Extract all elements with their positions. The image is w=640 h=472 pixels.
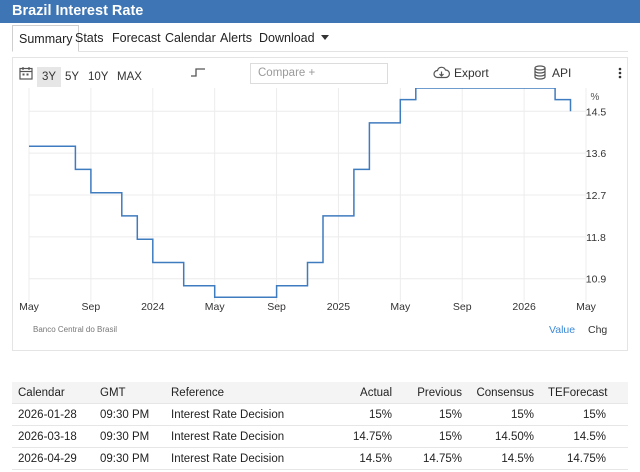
x-tick-label: 2024: [141, 301, 165, 313]
x-tick-label: 2026: [512, 301, 536, 313]
header-calendar: Calendar: [18, 387, 65, 399]
header-reference: Reference: [171, 387, 225, 399]
row-consensus: 15%: [510, 409, 534, 421]
table-row: 2026-03-18 09:30 PM Interest Rate Decisi…: [12, 426, 628, 448]
table-row: 2026-04-29 09:30 PM Interest Rate Decisi…: [12, 448, 628, 470]
y-tick-label: 10.9: [586, 274, 607, 286]
chart-panel: 3Y 5Y 10Y MAX Compare + Export API % 10.…: [12, 57, 628, 351]
y-tick-label: 12.7: [586, 190, 607, 202]
database-icon[interactable]: [534, 65, 546, 83]
step-chart-icon[interactable]: [190, 66, 206, 81]
range-3y-button[interactable]: 3Y: [37, 67, 62, 87]
tab-download-label: Download: [259, 31, 315, 45]
chevron-down-icon: [320, 35, 329, 41]
header-consensus: Consensus: [476, 387, 534, 399]
export-button[interactable]: Export: [454, 66, 489, 80]
row-actual: 15%: [368, 409, 392, 421]
header-previous: Previous: [417, 387, 462, 399]
y-tick-label: 11.8: [586, 232, 606, 244]
api-button[interactable]: API: [552, 66, 572, 80]
row-teforecast: 15%: [582, 409, 606, 421]
header-teforecast: TEForecast: [548, 387, 608, 399]
value-toggle[interactable]: Value: [549, 324, 575, 336]
x-tick-label: May: [19, 301, 40, 313]
row-actual: 14.75%: [352, 431, 392, 443]
y-tick-label: 13.6: [586, 148, 607, 160]
row-reference[interactable]: Interest Rate Decision: [171, 431, 285, 443]
header-actual: Actual: [360, 387, 392, 399]
x-tick-label: Sep: [453, 301, 472, 313]
chg-toggle[interactable]: Chg: [588, 324, 607, 336]
tab-summary[interactable]: Summary: [12, 25, 80, 52]
row-reference[interactable]: Interest Rate Decision: [171, 453, 285, 465]
range-max-button[interactable]: MAX: [117, 71, 142, 83]
tab-stats[interactable]: Stats: [75, 31, 104, 45]
row-time: 09:30 PM: [100, 453, 150, 465]
y-unit-label: %: [591, 92, 600, 103]
row-date: 2026-03-18: [18, 431, 77, 443]
row-actual: 14.5%: [359, 453, 392, 465]
row-previous: 15%: [438, 409, 462, 421]
row-teforecast: 14.5%: [573, 431, 606, 443]
row-reference[interactable]: Interest Rate Decision: [171, 409, 285, 421]
header-gmt: GMT: [100, 387, 126, 399]
table-header-row: Calendar GMT Reference Actual Previous C…: [12, 382, 628, 404]
more-vertical-icon[interactable]: [618, 67, 622, 82]
tab-bar: Summary Stats Forecast Calendar Alerts D…: [12, 25, 628, 52]
range-5y-button[interactable]: 5Y: [65, 71, 80, 83]
calendar-icon[interactable]: [19, 66, 33, 83]
row-consensus: 14.5%: [501, 453, 534, 465]
range-10y-button[interactable]: 10Y: [88, 71, 109, 83]
row-time: 09:30 PM: [100, 431, 150, 443]
row-teforecast: 14.75%: [566, 453, 606, 465]
interest-rate-series-line: [29, 88, 572, 299]
tab-download[interactable]: Download: [253, 25, 335, 52]
tab-alerts[interactable]: Alerts: [220, 31, 252, 45]
row-consensus: 14.50%: [494, 431, 534, 443]
x-tick-label: Sep: [267, 301, 286, 313]
row-date: 2026-01-28: [18, 409, 77, 421]
tab-calendar[interactable]: Calendar: [165, 31, 216, 45]
compare-input[interactable]: Compare +: [250, 63, 388, 84]
row-date: 2026-04-29: [18, 453, 77, 465]
cloud-download-icon[interactable]: [433, 66, 450, 82]
tab-forecast[interactable]: Forecast: [112, 31, 161, 45]
title-bar: Brazil Interest Rate: [0, 0, 640, 23]
table-row: 2026-01-28 09:30 PM Interest Rate Decisi…: [12, 404, 628, 426]
x-tick-label: May: [390, 301, 411, 313]
interest-rate-chart: % 10.9 11.8 12.7 13.6 14.5 May Sep 2024 May Sep 2…: [19, 88, 607, 336]
x-tick-label: 2025: [327, 301, 351, 313]
x-tick-label: May: [576, 301, 597, 313]
x-tick-label: Sep: [82, 301, 101, 313]
x-tick-label: May: [205, 301, 226, 313]
row-previous: 15%: [438, 431, 462, 443]
chart-source: Banco Central do Brasil: [33, 325, 117, 334]
row-time: 09:30 PM: [100, 409, 150, 421]
row-previous: 14.75%: [422, 453, 462, 465]
y-tick-label: 14.5: [586, 106, 607, 118]
page-title: Brazil Interest Rate: [12, 3, 144, 19]
